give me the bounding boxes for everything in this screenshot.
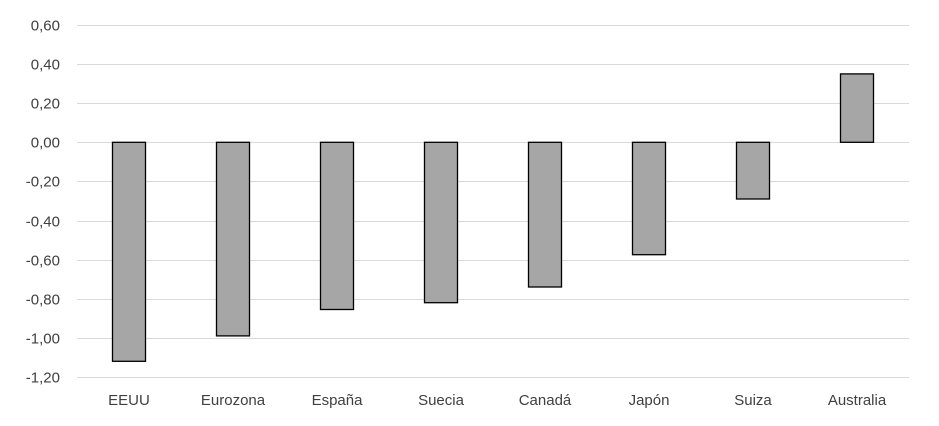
y-tick-label: -1,00 — [26, 331, 60, 348]
x-category-label: Japón — [629, 392, 670, 409]
y-tick-label: 0,40 — [31, 57, 60, 74]
x-category-label: Eurozona — [201, 392, 266, 409]
x-axis-category-labels: EEUU Eurozona España Suecia Canadá Japón Suiza… — [108, 392, 887, 409]
y-tick-label: 0,20 — [31, 96, 60, 113]
bar-eeuu — [111, 141, 147, 362]
y-tick-label: -1,20 — [26, 370, 60, 387]
x-category-label: España — [312, 392, 364, 409]
y-tick-label: -0,80 — [26, 292, 60, 309]
bar-japón — [631, 141, 667, 256]
x-category-label: Suiza — [734, 392, 772, 409]
y-tick-label: -0,40 — [26, 214, 60, 231]
bar-eurozona — [215, 141, 251, 337]
x-category-label: Canadá — [519, 392, 572, 409]
y-tick-label: -0,60 — [26, 253, 60, 270]
bars — [111, 73, 875, 362]
bar-suiza — [735, 141, 771, 200]
y-axis-tick-labels: 0,60 0,40 0,20 0,00 -0,20 -0,40 -0,60 -0,80 -1,0… — [26, 18, 60, 387]
bar-suecia — [423, 141, 459, 304]
x-category-label: Suecia — [418, 392, 465, 409]
x-category-label: Australia — [828, 392, 887, 409]
x-category-label: EEUU — [108, 392, 150, 409]
bar-canadá — [527, 141, 563, 288]
bar-australia — [839, 73, 875, 143]
y-tick-label: 0,60 — [31, 18, 60, 35]
gridlines — [77, 25, 909, 378]
y-tick-label: -0,20 — [26, 174, 60, 191]
y-tick-label: 0,00 — [31, 135, 60, 152]
bar-españa — [319, 141, 355, 311]
